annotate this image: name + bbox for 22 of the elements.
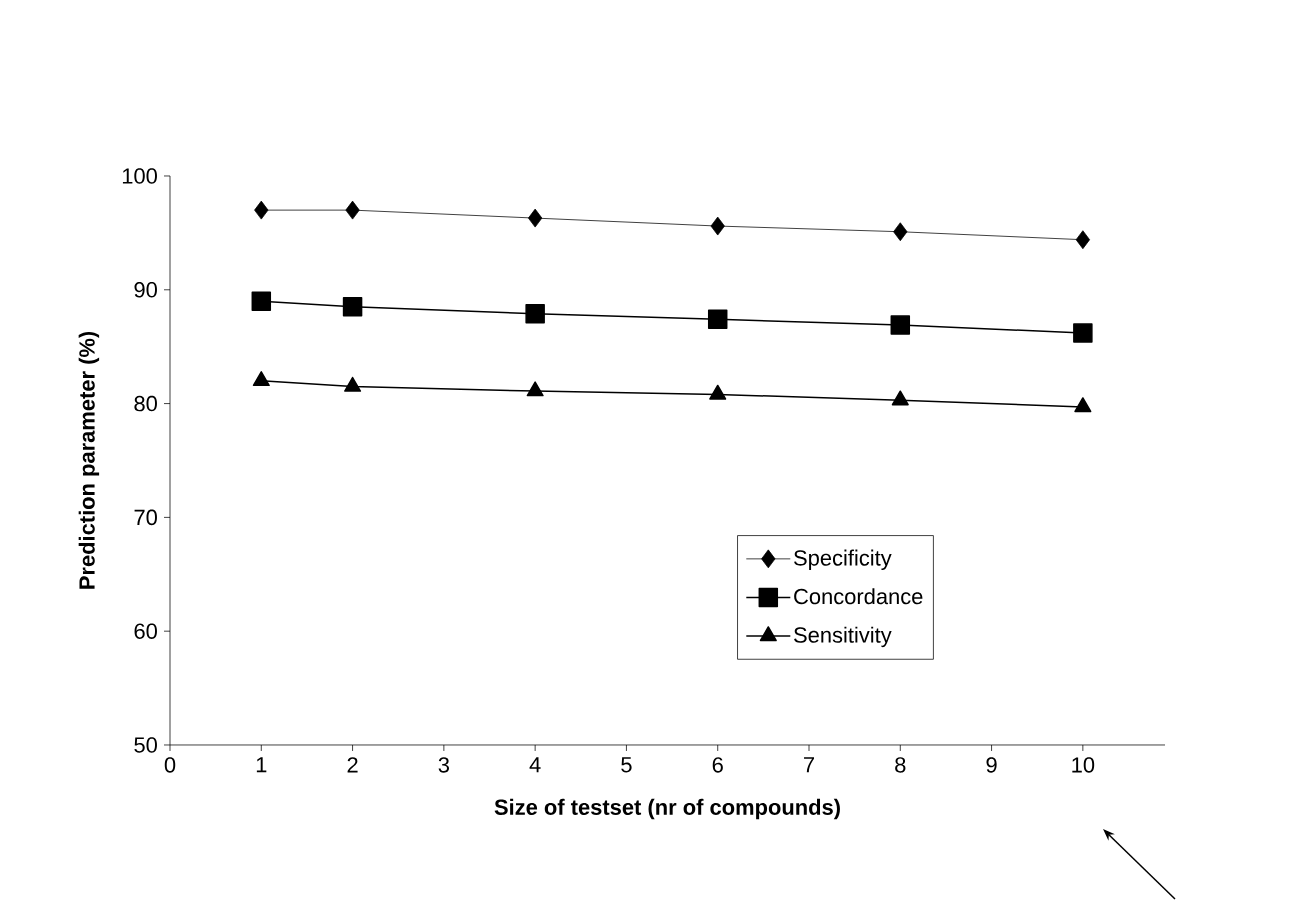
x-tick-label: 3 [438, 757, 449, 773]
legend-label: Specificity [794, 549, 892, 571]
x-axis-title: Size of testset (nr of compounds) [494, 798, 840, 820]
x-tick-label: 6 [712, 757, 723, 773]
y-tick-label: 60 [134, 623, 157, 639]
x-tick-label: 10 [1072, 757, 1095, 773]
y-axis-title: Prediction parameter (%) [78, 331, 100, 589]
y-tick-label: 90 [134, 282, 157, 298]
x-tick-label: 9 [986, 757, 997, 773]
x-tick-label: 7 [804, 757, 814, 773]
x-tick-label: 8 [895, 757, 906, 773]
y-tick-label: 70 [134, 509, 157, 526]
legend-label: Sensitivity [794, 626, 892, 648]
legend-label: Concordance [794, 588, 923, 605]
x-tick-label: 4 [529, 757, 541, 773]
x-tick-label: 0 [164, 757, 176, 773]
y-tick-label: 80 [134, 395, 157, 412]
x-tick-label: 5 [621, 757, 632, 773]
x-tick-label: 2 [347, 757, 358, 773]
y-tick-label: 50 [134, 737, 157, 753]
y-tick-label: 100 [122, 168, 157, 184]
x-tick-label: 1 [256, 757, 267, 773]
